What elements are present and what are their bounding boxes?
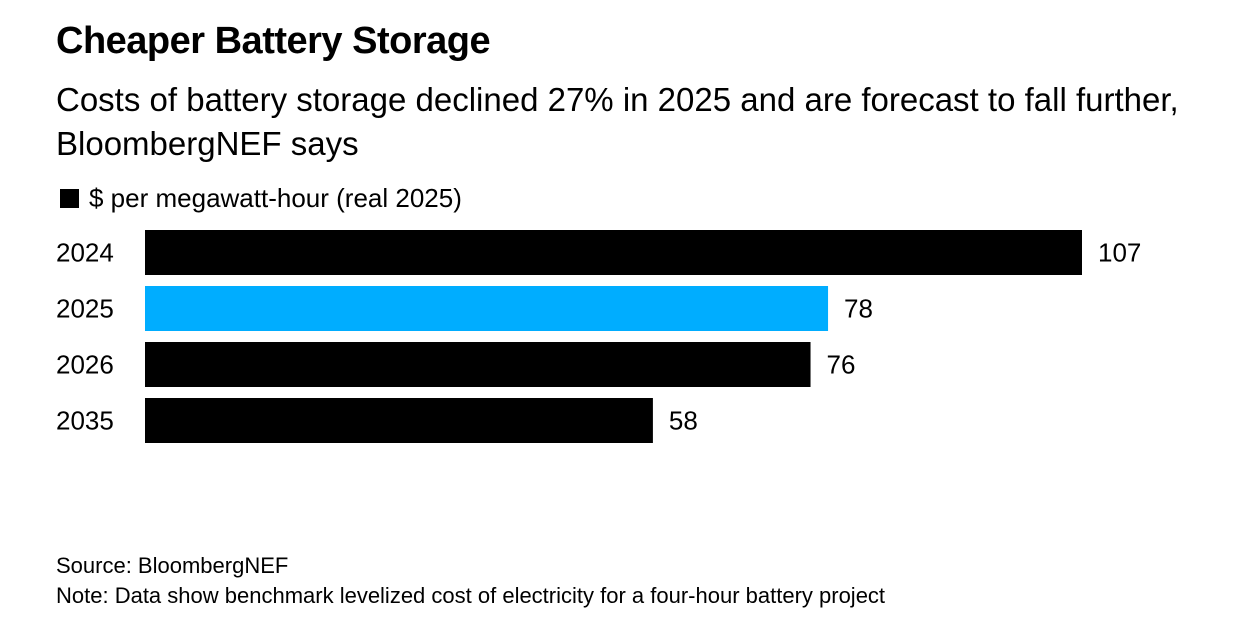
value-label-2026: 76 [827,350,856,380]
category-label-2026: 2026 [56,350,114,380]
legend-label: $ per megawatt-hour (real 2025) [89,182,462,213]
bar-2026 [145,342,811,387]
category-label-2025: 2025 [56,294,114,324]
chart-subtitle: Costs of battery storage declined 27% in… [56,81,1179,162]
bar-2024 [145,230,1082,275]
footnote: Note: Data show benchmark levelized cost… [56,583,886,608]
category-label-2024: 2024 [56,238,114,268]
legend-swatch [60,188,79,208]
value-label-2035: 58 [669,406,698,436]
legend: $ per megawatt-hour (real 2025) [60,181,462,215]
value-label-2025: 78 [844,294,873,324]
value-label-2024: 107 [1098,238,1141,268]
source-note: Source: BloombergNEF [56,553,289,578]
chart-title: Cheaper Battery Storage [56,20,491,62]
bar-chart: 2024 107 2025 78 2026 76 2035 58 [56,230,1141,443]
bar-2035 [145,398,653,443]
category-label-2035: 2035 [56,406,114,436]
bar-2025 [145,286,829,331]
